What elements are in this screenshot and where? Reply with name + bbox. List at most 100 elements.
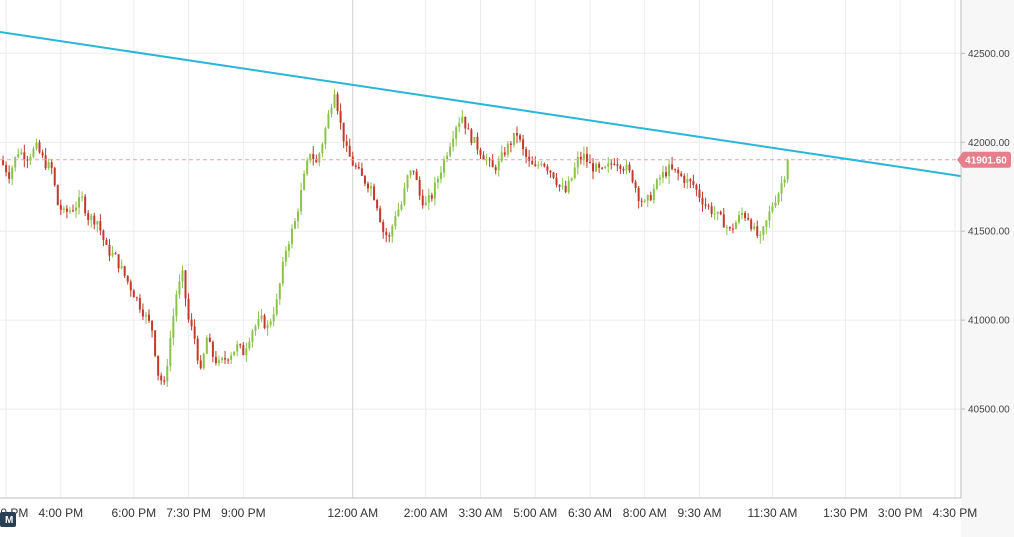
candle-body-207 (631, 170, 634, 182)
candle-body-34 (105, 239, 108, 245)
candle-body-134 (409, 170, 412, 176)
candle-body-61 (187, 298, 190, 320)
candles (2, 89, 789, 387)
candle-body-53 (163, 380, 166, 382)
candle-body-254 (774, 202, 777, 207)
candle-body-5 (17, 154, 20, 158)
candle-body-237 (722, 214, 725, 228)
candle-body-104 (318, 153, 321, 163)
candle-body-62 (190, 319, 193, 327)
candle-body-58 (178, 281, 181, 295)
candle-body-0 (2, 160, 5, 165)
candle-body-78 (239, 344, 242, 346)
candle-body-60 (184, 270, 187, 299)
candle-body-69 (211, 341, 214, 357)
candle-body-126 (385, 232, 388, 236)
candle-body-173 (528, 156, 531, 161)
candle-body-174 (531, 160, 534, 165)
candle-body-83 (254, 326, 257, 331)
candle-body-138 (421, 195, 424, 206)
candle-body-145 (443, 159, 446, 173)
candle-body-203 (619, 165, 622, 169)
candle-body-43 (132, 290, 135, 298)
candle-body-240 (731, 228, 734, 230)
x-tick-label-9: 6:30 AM (568, 506, 612, 520)
candle-body-161 (491, 159, 494, 168)
candle-body-225 (686, 179, 689, 183)
y-tick-label-1: 41000.00 (968, 316, 1010, 327)
candle-body-142 (433, 182, 436, 199)
candle-body-22 (68, 210, 71, 212)
candle-body-76 (233, 351, 236, 356)
candle-body-23 (71, 210, 74, 212)
x-tick-label-13: 1:30 PM (823, 506, 868, 520)
candle-body-24 (75, 207, 78, 211)
candle-body-256 (780, 183, 783, 194)
candle-body-28 (87, 213, 90, 221)
candle-body-182 (555, 177, 558, 185)
candle-body-248 (756, 226, 759, 236)
candle-body-201 (613, 163, 616, 165)
candle-body-77 (236, 344, 239, 352)
candle-body-65 (199, 360, 202, 369)
candle-body-6 (20, 152, 23, 155)
trendline[interactable] (0, 31, 962, 178)
candle-body-185 (564, 185, 567, 193)
candle-body-146 (446, 155, 449, 160)
candle-body-108 (330, 107, 333, 114)
candle-body-246 (750, 219, 753, 230)
candle-body-253 (771, 206, 774, 212)
candle-body-75 (230, 355, 233, 361)
candle-body-222 (677, 169, 680, 174)
candle-body-13 (41, 152, 44, 156)
candle-body-129 (394, 216, 397, 227)
candle-body-100 (306, 160, 309, 174)
x-axis-panel (0, 498, 961, 537)
candle-body-7 (23, 152, 26, 160)
corner-badge-label: M (5, 515, 13, 526)
candle-body-227 (692, 181, 695, 185)
candle-body-220 (671, 164, 674, 169)
x-tick-label-2: 6:00 PM (111, 506, 156, 520)
candle-body-170 (519, 135, 522, 140)
y-tick-label-2: 41500.00 (968, 227, 1010, 238)
candle-body-224 (683, 175, 686, 183)
candle-body-87 (266, 324, 269, 329)
candle-body-147 (449, 146, 452, 156)
candle-body-195 (595, 163, 598, 172)
candle-body-81 (248, 341, 251, 349)
candle-body-105 (321, 144, 324, 154)
candle-body-116 (354, 165, 357, 167)
candle-body-21 (65, 208, 68, 212)
candle-body-223 (680, 173, 683, 176)
candle-body-250 (762, 226, 765, 235)
candle-body-235 (716, 211, 719, 214)
candle-body-17 (53, 167, 56, 186)
candle-body-245 (747, 218, 750, 220)
x-tick-label-11: 9:30 AM (677, 506, 721, 520)
candle-body-18 (56, 185, 59, 206)
candle-body-29 (90, 215, 93, 221)
candle-body-158 (482, 155, 485, 160)
candle-body-176 (537, 164, 540, 166)
candle-body-128 (391, 226, 394, 237)
candle-body-45 (138, 298, 141, 310)
candle-body-144 (439, 172, 442, 179)
candle-body-27 (84, 196, 87, 214)
candle-body-79 (242, 345, 245, 356)
candle-body-38 (117, 254, 120, 269)
candle-body-151 (461, 116, 464, 123)
candle-body-95 (290, 228, 293, 245)
candle-body-179 (546, 166, 549, 171)
candle-body-3 (11, 167, 14, 179)
candle-body-229 (698, 189, 701, 198)
candle-body-148 (452, 138, 455, 147)
candle-body-63 (193, 326, 196, 339)
candle-body-199 (607, 163, 610, 167)
candle-body-47 (144, 314, 147, 317)
candle-body-152 (464, 116, 467, 129)
candle-body-166 (506, 143, 509, 155)
x-tick-label-1: 4:00 PM (38, 506, 83, 520)
candle-body-238 (725, 227, 728, 229)
